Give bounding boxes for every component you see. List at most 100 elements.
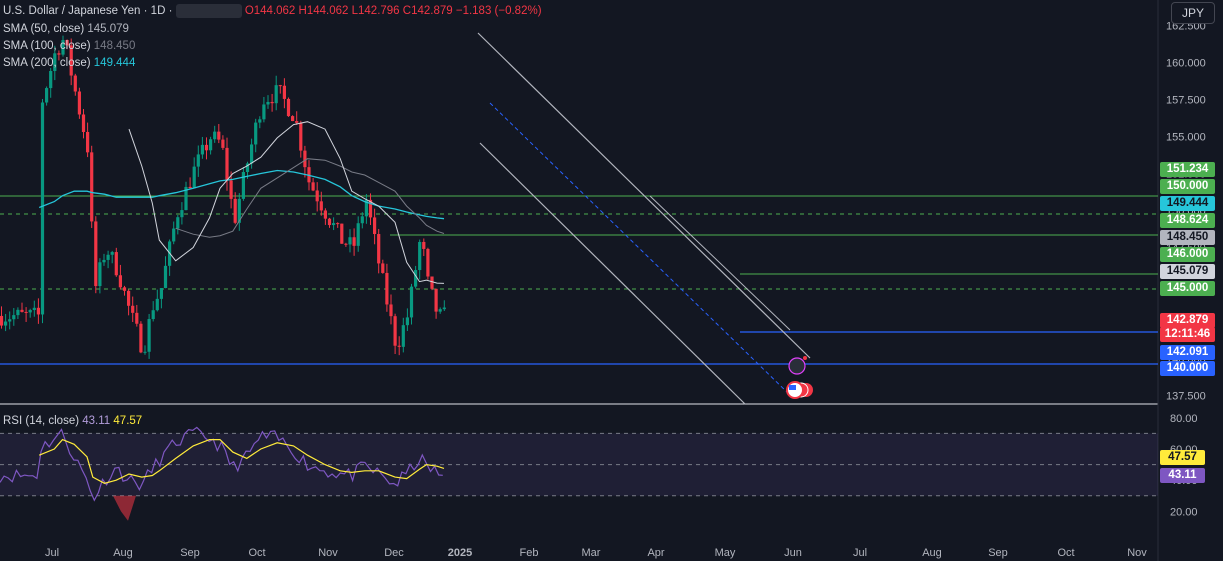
candle-body — [377, 234, 381, 264]
candle-body — [332, 223, 336, 226]
sma50-legend[interactable]: SMA (50, close) 145.079 — [3, 22, 129, 36]
candle-body — [393, 316, 397, 346]
time-tick-label: Oct — [248, 547, 265, 559]
candle-body — [348, 237, 352, 245]
candle-body — [159, 288, 163, 299]
candle-body — [131, 305, 135, 313]
change-value: −1.183 (−0.82%) — [455, 5, 542, 18]
candle-body — [278, 85, 282, 87]
candle-body — [143, 351, 147, 353]
sma50-line — [128, 121, 445, 284]
candle-body — [176, 217, 180, 229]
price-tick-label: 157.500 — [1166, 94, 1206, 106]
candle-body — [422, 241, 426, 249]
rsi-legend[interactable]: RSI (14, close) 43.11 47.57 — [3, 414, 142, 428]
candle-body — [282, 85, 286, 99]
sma200-label: SMA (200, close) — [3, 57, 91, 69]
candle-body — [344, 243, 348, 245]
candle-body — [209, 139, 213, 151]
candle-body — [36, 307, 40, 315]
time-tick-label: Aug — [922, 547, 942, 559]
candle-body — [192, 166, 196, 189]
candle-body — [299, 122, 303, 151]
us-flag-canton — [789, 385, 796, 390]
price-tag: 148.624 — [1160, 213, 1215, 228]
candle-body — [225, 147, 229, 181]
price-tag: 140.000 — [1160, 361, 1215, 376]
candle-body — [237, 198, 241, 223]
candle-body — [139, 323, 143, 353]
time-tick-label: May — [715, 547, 736, 559]
candle-body — [442, 307, 446, 310]
price-tick-label: 155.000 — [1166, 131, 1206, 143]
candle-body — [381, 263, 385, 273]
candle-body — [118, 275, 122, 288]
sma100-line — [175, 158, 445, 238]
candle-body — [102, 259, 106, 263]
sma50-label: SMA (50, close) — [3, 23, 85, 35]
candle-body — [12, 315, 16, 320]
candle-body — [291, 116, 295, 122]
currency-button[interactable]: JPY — [1170, 2, 1215, 24]
candle-body — [323, 210, 327, 219]
sma100-value: 148.450 — [93, 40, 136, 52]
candle-body — [315, 190, 319, 202]
candle-body — [196, 154, 200, 167]
time-tick-label: 2025 — [448, 547, 472, 559]
channel-inner-line — [649, 195, 791, 331]
candle-body — [418, 241, 422, 271]
channel-upper-line — [477, 32, 811, 359]
candle-body — [106, 254, 110, 260]
candle-body — [364, 199, 368, 217]
candle-body — [172, 228, 176, 242]
candle-body — [360, 216, 364, 224]
symbol-title: U.S. Dollar / Japanese Yen · 1D · — [3, 5, 173, 18]
candle-body — [57, 53, 61, 55]
candle-body — [405, 317, 409, 326]
candle-body — [336, 223, 340, 225]
candle-body — [122, 287, 127, 291]
rsi-ma-line — [38, 438, 445, 484]
candle-body — [241, 172, 245, 199]
candle-body — [266, 101, 270, 105]
time-tick-label: Nov — [318, 547, 338, 559]
candle-body — [311, 182, 315, 191]
candle-body — [180, 210, 184, 218]
candle-body — [151, 310, 155, 320]
candle-body — [200, 144, 204, 155]
candle-body — [61, 40, 65, 55]
candle-body — [49, 70, 53, 89]
candle-body — [340, 223, 344, 244]
candle-body — [430, 276, 434, 289]
candle-body — [184, 186, 188, 211]
candle-body — [90, 152, 94, 222]
time-tick-label: Sep — [180, 547, 200, 559]
candle-body — [356, 223, 360, 246]
candle-body — [163, 265, 168, 289]
sma200-legend[interactable]: SMA (200, close) 149.444 — [3, 56, 135, 70]
time-tick-label: Mar — [582, 547, 601, 559]
candle-body — [262, 104, 266, 120]
candle-body — [438, 309, 442, 312]
hidden-source — [175, 4, 242, 18]
candle-body — [397, 345, 401, 347]
candle-body — [77, 91, 81, 115]
time-tick-label: Nov — [1127, 547, 1147, 559]
candle-body — [98, 262, 102, 287]
time-tick-label: Apr — [647, 547, 664, 559]
sma100-legend[interactable]: SMA (100, close) 148.450 — [3, 39, 135, 53]
candle-body — [16, 309, 20, 316]
candle-body — [155, 298, 159, 311]
close-value: C142.879 — [402, 5, 453, 18]
event-dot — [803, 356, 807, 360]
candle-body — [147, 319, 151, 352]
candle-body — [135, 312, 139, 324]
candle-body — [254, 122, 258, 145]
price-tag: 146.000 — [1160, 247, 1215, 262]
candle-body — [86, 131, 90, 153]
candle-body — [295, 121, 299, 123]
lightning-event-icon — [788, 357, 806, 375]
price-tag: 149.444 — [1160, 196, 1215, 211]
price-tick-label: 160.000 — [1166, 57, 1206, 69]
